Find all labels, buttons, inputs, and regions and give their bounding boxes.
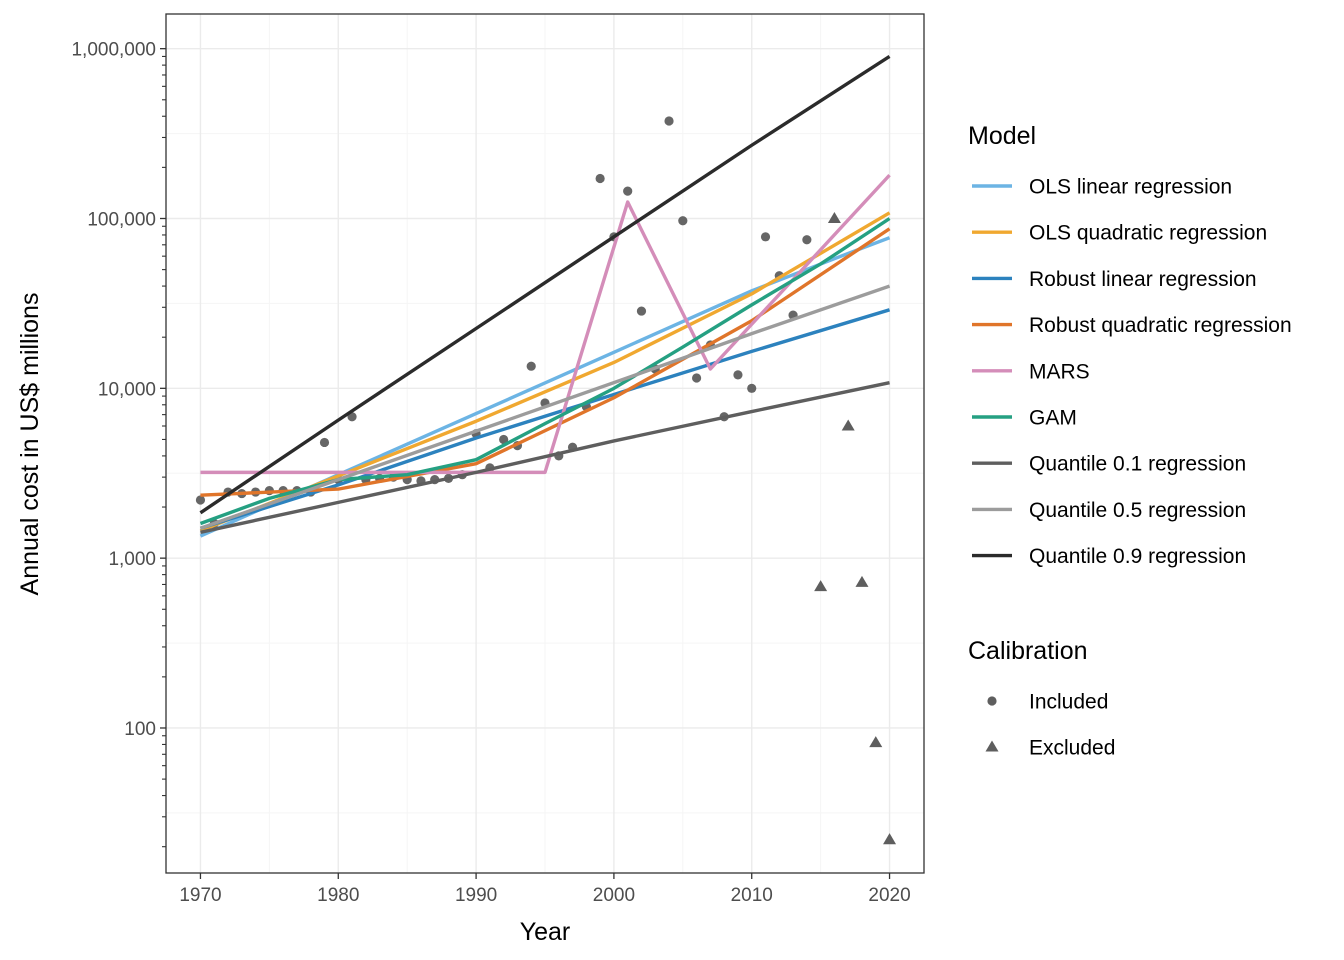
legend-label: Quantile 0.9 regression: [1029, 545, 1246, 568]
included-point: [747, 383, 757, 393]
legend-label: Excluded: [1029, 737, 1115, 760]
x-tick-label: 2020: [868, 885, 910, 906]
legend-title-model: Model: [968, 122, 1036, 150]
x-tick-label: 2010: [731, 885, 773, 906]
included-point: [692, 373, 702, 383]
x-tick-label: 1980: [317, 885, 359, 906]
x-tick-label: 1970: [179, 885, 221, 906]
included-point: [623, 186, 633, 196]
series-line-gam: [199, 217, 891, 526]
included-point: [636, 306, 647, 316]
legend-key-triangle: [985, 740, 999, 752]
grid-major: [166, 14, 924, 873]
excluded-point: [841, 419, 855, 431]
series-line-quantile-0-5-regression: [199, 284, 891, 530]
included-point: [595, 173, 605, 184]
included-point: [499, 434, 509, 445]
series-line-quantile-0-1-regression: [200, 380, 890, 534]
x-axis-title: Year: [520, 918, 571, 946]
legend-label: Robust quadratic regression: [1029, 314, 1292, 337]
legend: Model OLS linear regression OLS quadratic …: [968, 122, 1292, 760]
y-axis-title: Annual cost in US$ millions: [16, 293, 44, 596]
included-point: [319, 437, 330, 448]
included-point: [802, 235, 812, 245]
included-point: [678, 216, 688, 226]
legend-label: OLS linear regression: [1029, 176, 1232, 199]
legend-title-calibration: Calibration: [968, 637, 1088, 665]
y-axis: 100 1,000 10,000 100,000 1,000,000: [71, 40, 166, 848]
series-line-mars: [200, 173, 891, 475]
x-tick-label: 1990: [455, 885, 497, 906]
series-line-quantile-0-9-regression: [199, 55, 891, 515]
series-line-robust-quadratic-regression: [200, 227, 891, 497]
excluded-point: [814, 580, 828, 592]
legend-label: GAM: [1029, 407, 1077, 430]
legend-label: Robust linear regression: [1029, 268, 1257, 291]
y-tick-label: 1,000,000: [71, 40, 156, 61]
y-tick-label: 100: [124, 719, 156, 740]
excluded-point: [827, 211, 841, 224]
x-axis: 1970 1980 1990 2000 2010 2020: [179, 873, 911, 906]
plot-panel: [165, 13, 925, 874]
legend-key-circle: [987, 696, 997, 706]
excluded-point: [869, 736, 883, 748]
included-point: [760, 232, 771, 242]
included-point: [664, 116, 674, 126]
included-point: [195, 495, 206, 505]
legend-label: Quantile 0.5 regression: [1029, 499, 1246, 522]
panel-border: [165, 13, 925, 874]
model-lines: [199, 55, 891, 538]
y-tick-label: 10,000: [98, 379, 156, 400]
legend-label: OLS quadratic regression: [1029, 222, 1267, 245]
x-tick-label: 2000: [593, 885, 635, 906]
excluded-point: [855, 575, 869, 587]
included-point: [526, 361, 536, 371]
included-point: [733, 370, 743, 380]
legend-label: Included: [1029, 691, 1108, 714]
y-tick-label: 1,000: [108, 549, 156, 570]
legend-label: MARS: [1029, 360, 1090, 383]
series-line-robust-linear-regression: [199, 308, 891, 530]
y-tick-label: 100,000: [87, 209, 156, 230]
excluded-point: [883, 833, 897, 845]
legend-label: Quantile 0.1 regression: [1029, 453, 1246, 476]
